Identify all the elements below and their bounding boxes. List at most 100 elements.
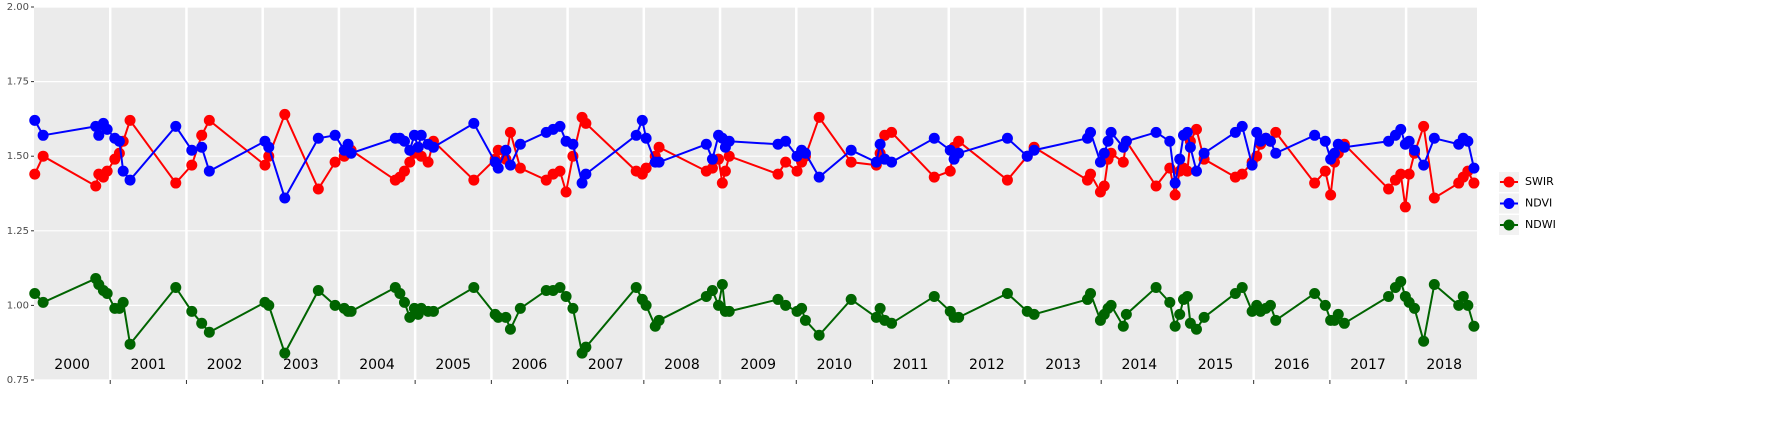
point (203, 326, 215, 338)
point (796, 302, 808, 314)
point (29, 168, 41, 180)
point (312, 132, 324, 144)
point (1181, 126, 1193, 138)
point (1408, 302, 1420, 314)
y-tick-label: 2.00 (7, 2, 29, 13)
point (780, 135, 792, 147)
point (780, 156, 792, 168)
point (504, 159, 516, 171)
point (196, 141, 208, 153)
point (412, 141, 424, 153)
point (259, 159, 271, 171)
legend-label: SWIR (1525, 175, 1554, 188)
point (870, 311, 882, 323)
point (554, 165, 566, 177)
point (928, 132, 940, 144)
point (580, 168, 592, 180)
year-label: 2015 (1198, 357, 1234, 373)
point (1102, 135, 1114, 147)
point (404, 311, 416, 323)
point (580, 341, 592, 353)
point (29, 114, 41, 126)
legend-point (1503, 198, 1515, 209)
point (279, 347, 291, 359)
point (90, 180, 102, 192)
point (1085, 287, 1097, 299)
point (799, 314, 811, 326)
point (1085, 126, 1097, 138)
point (1395, 123, 1407, 135)
point (1190, 165, 1202, 177)
point (1418, 335, 1430, 347)
point (117, 296, 129, 308)
point (886, 317, 898, 329)
point (1264, 299, 1276, 311)
legend-point (1503, 176, 1515, 188)
point (953, 147, 965, 159)
point (1270, 126, 1282, 138)
point (1105, 299, 1117, 311)
year-label: 2017 (1350, 357, 1386, 373)
point (1399, 201, 1411, 213)
point (1001, 287, 1013, 299)
point (29, 287, 41, 299)
point (1169, 320, 1181, 332)
point (1236, 281, 1248, 293)
point (124, 338, 136, 350)
point (580, 117, 592, 129)
point (1468, 162, 1480, 174)
point (1319, 299, 1331, 311)
point (1462, 135, 1474, 147)
point (170, 281, 182, 293)
point (874, 138, 886, 150)
point (1264, 135, 1276, 147)
point (813, 329, 825, 341)
point (1028, 144, 1040, 156)
point (1462, 299, 1474, 311)
point (886, 156, 898, 168)
point (560, 290, 572, 302)
point (329, 156, 341, 168)
point (279, 192, 291, 204)
point (1468, 320, 1480, 332)
point (1181, 290, 1193, 302)
point (1453, 299, 1465, 311)
point (1117, 156, 1129, 168)
year-label: 2009 (740, 357, 776, 373)
point (886, 126, 898, 138)
point (345, 305, 357, 317)
point (101, 287, 113, 299)
year-label: 2006 (512, 357, 548, 373)
point (716, 279, 728, 291)
point (653, 141, 665, 153)
point (953, 311, 965, 323)
point (554, 120, 566, 132)
point (504, 126, 516, 138)
point (1246, 159, 1258, 171)
point (723, 135, 735, 147)
point (1457, 290, 1469, 302)
year-label: 2012 (969, 357, 1005, 373)
point (113, 147, 125, 159)
point (170, 120, 182, 132)
point (716, 177, 728, 189)
point (723, 150, 735, 162)
point (492, 311, 504, 323)
point (1408, 144, 1420, 156)
point (1468, 177, 1480, 189)
point (101, 165, 113, 177)
point (780, 299, 792, 311)
point (1403, 135, 1415, 147)
y-tick-label: 1.00 (7, 300, 29, 311)
point (630, 281, 642, 293)
year-label: 2005 (435, 357, 471, 373)
point (1251, 126, 1263, 138)
point (1094, 156, 1106, 168)
point (1338, 141, 1350, 153)
y-tick-label: 1.50 (7, 151, 29, 162)
point (1190, 123, 1202, 135)
point (1164, 296, 1176, 308)
point (791, 165, 803, 177)
point (1418, 159, 1430, 171)
